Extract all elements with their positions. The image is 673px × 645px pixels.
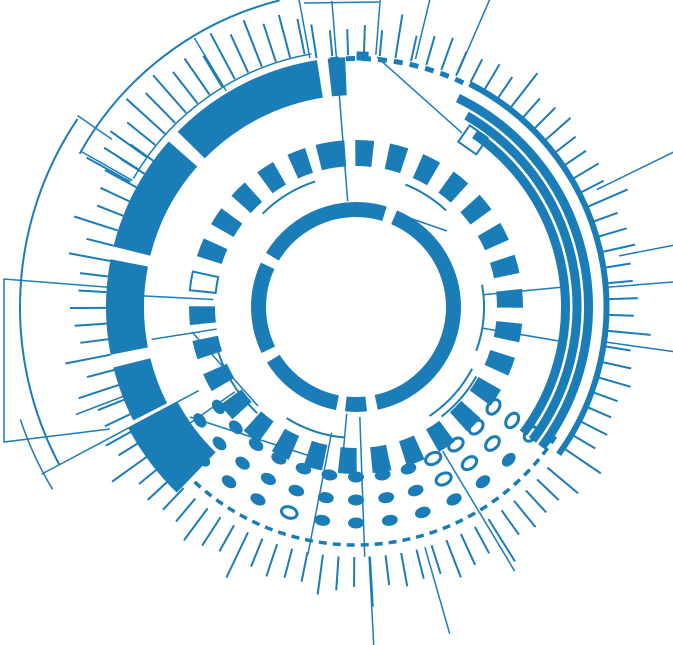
block-ring [188, 139, 524, 475]
thin-ring-sw [217, 351, 258, 414]
thin-ring-se1 [428, 368, 473, 417]
left-fan-arc2 [19, 419, 54, 490]
thin-ring-nw [261, 180, 316, 215]
left-fan-arc [19, 118, 79, 466]
ul-fan-inner-arc [132, 53, 312, 179]
right-rim-arc [468, 81, 610, 457]
top-dash-arc [329, 55, 470, 88]
triple-arc-outer [455, 93, 593, 450]
bottom-dash-row [159, 435, 558, 547]
detail-squares [356, 51, 490, 156]
outer-band [105, 57, 347, 493]
wedge-outlines [298, 0, 673, 645]
thin-ring-se2 [440, 375, 478, 418]
triple-arc-inner [472, 130, 570, 436]
thin-ring-ne [405, 183, 447, 212]
leader-lines [41, 0, 516, 572]
thin-ring-right [475, 284, 485, 352]
triple-arc-mid [464, 111, 582, 443]
tick-ring [65, 14, 651, 607]
connector-polylines [3, 1, 463, 459]
dot-grid [174, 398, 539, 529]
inner-ring [251, 202, 462, 412]
thin-ring-bottom [286, 417, 345, 439]
ul-fan-outer-arc [78, 0, 280, 155]
